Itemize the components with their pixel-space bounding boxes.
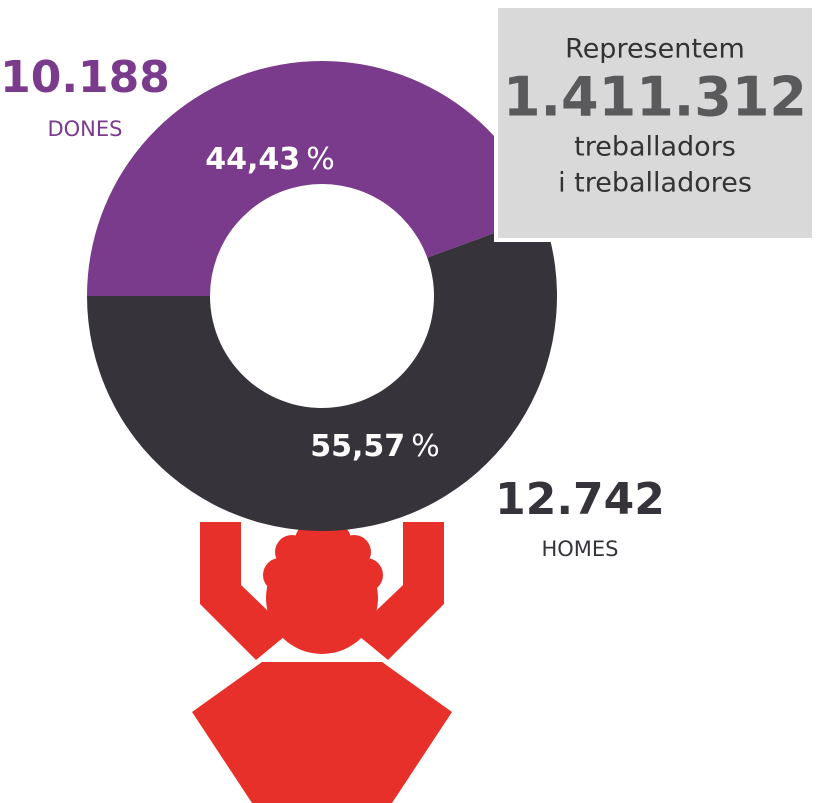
- worker-figure: [192, 522, 452, 803]
- value-number: 44,43: [205, 142, 300, 177]
- value-unit: %: [306, 142, 335, 177]
- right-arm: [354, 522, 444, 660]
- count-label: 12.742: [495, 474, 665, 525]
- value-label: 44,43%: [205, 142, 334, 177]
- box-total: 1.411.312: [503, 66, 807, 129]
- value-number: 55,57: [310, 429, 405, 464]
- donut-segment: [87, 215, 558, 532]
- body: [192, 662, 452, 803]
- left-arm: [200, 522, 290, 660]
- donut-segment: [87, 61, 543, 296]
- count-label: 10.188: [0, 52, 170, 103]
- category-label: HOMES: [541, 537, 618, 561]
- box-line: treballadors: [574, 132, 736, 163]
- box-line: Representem: [565, 34, 745, 65]
- value-unit: %: [411, 429, 440, 464]
- box-line: i treballadores: [558, 168, 752, 199]
- summary-box: [494, 4, 816, 242]
- category-label: DONES: [47, 117, 122, 141]
- value-label: 55,57%: [310, 429, 439, 464]
- donut: 44,43 %55,57%: [87, 61, 558, 532]
